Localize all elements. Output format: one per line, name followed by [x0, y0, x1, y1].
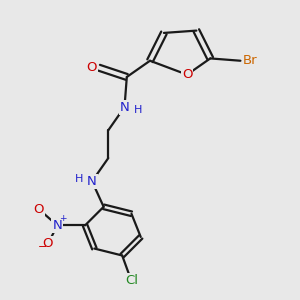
- Text: N: N: [120, 100, 129, 114]
- Text: O: O: [86, 61, 97, 74]
- Text: N: N: [87, 175, 97, 188]
- Text: O: O: [34, 202, 44, 216]
- Text: Cl: Cl: [125, 274, 138, 287]
- Text: −: −: [38, 242, 47, 252]
- Text: O: O: [182, 68, 192, 81]
- Text: Br: Br: [243, 54, 257, 67]
- Text: H: H: [74, 173, 83, 184]
- Text: +: +: [59, 214, 67, 224]
- Text: H: H: [134, 105, 142, 116]
- Text: O: O: [43, 237, 53, 250]
- Text: N: N: [52, 219, 62, 232]
